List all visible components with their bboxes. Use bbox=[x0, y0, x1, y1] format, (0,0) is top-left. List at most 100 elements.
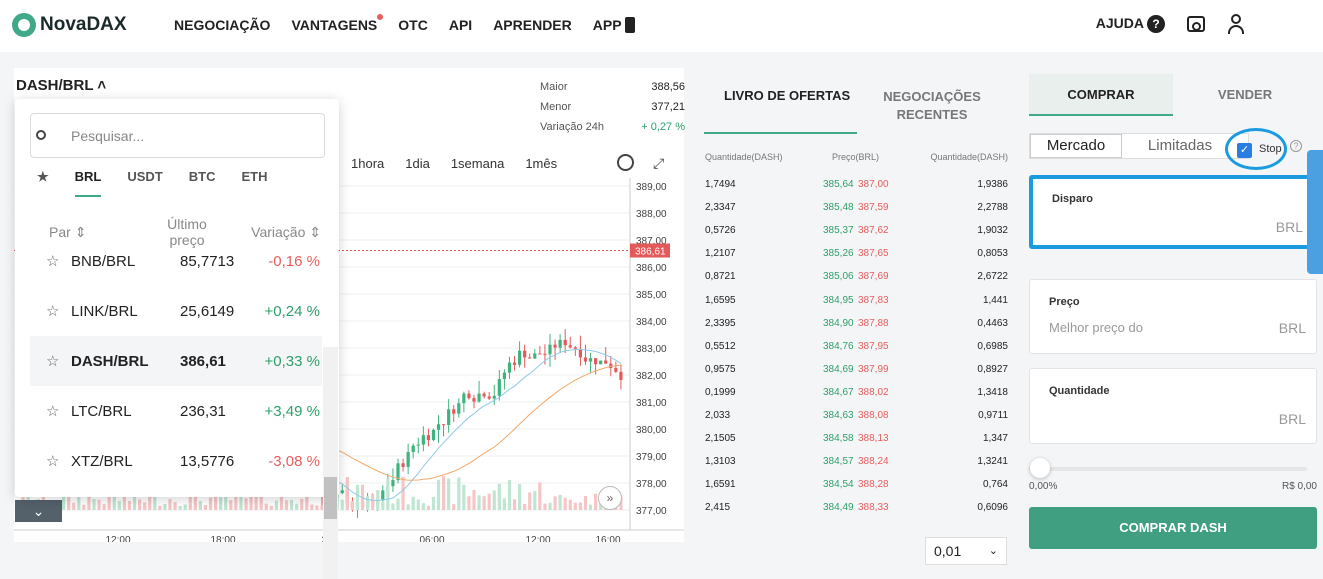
scrollbar[interactable] bbox=[323, 347, 338, 579]
candle-body bbox=[604, 360, 608, 364]
quantity-field[interactable]: Quantidade BRL bbox=[1029, 368, 1317, 444]
menu-vantagens[interactable]: VANTAGENS bbox=[291, 14, 384, 33]
menu-negociacao[interactable]: NEGOCIAÇÃO bbox=[174, 17, 271, 33]
amount-slider[interactable] bbox=[1029, 467, 1307, 471]
brand-logo[interactable]: NovaDAX bbox=[12, 13, 127, 37]
volume-bar bbox=[300, 498, 304, 510]
pair-name: BNB/BRL bbox=[71, 252, 136, 270]
table-row[interactable]: 2,033 384,63 388,08 0,9711 bbox=[704, 410, 1009, 433]
price-tick-label: 389,00 bbox=[636, 182, 667, 193]
volume-bar bbox=[224, 496, 228, 510]
list-item[interactable]: ☆ DASH/BRL 386,61 +0,33 % bbox=[30, 336, 322, 386]
help-link[interactable]: AJUDA? bbox=[1096, 15, 1165, 33]
table-row[interactable]: 0,1999 384,67 388,02 1,3418 bbox=[704, 387, 1009, 410]
collapse-chevron-icon[interactable]: ⌄ bbox=[15, 500, 62, 522]
star-icon[interactable]: ☆ bbox=[46, 353, 60, 370]
table-row[interactable]: 2,3347 385,48 387,59 2,2788 bbox=[704, 202, 1009, 225]
candle-body bbox=[411, 445, 415, 453]
ask-qty: 0,4463 bbox=[977, 317, 1008, 329]
user-icon[interactable] bbox=[1227, 14, 1245, 34]
tab-btc[interactable]: BTC bbox=[188, 169, 216, 184]
candle-body bbox=[381, 490, 385, 501]
table-row[interactable]: 1,6591 384,54 388,28 0,764 bbox=[704, 479, 1009, 502]
star-icon[interactable]: ☆ bbox=[46, 253, 60, 270]
table-row[interactable]: 2,3395 384,90 387,88 0,4463 bbox=[704, 318, 1009, 341]
scroll-right-icon[interactable]: » bbox=[598, 486, 622, 510]
price-label: Preço bbox=[1049, 296, 1080, 308]
table-row[interactable]: 0,5512 384,76 387,95 0,6985 bbox=[704, 341, 1009, 364]
list-item[interactable]: ☆ XTZ/BRL 13,5776 -3,08 % bbox=[30, 436, 322, 486]
list-item[interactable]: ☆ BNB/BRL 85,7713 -0,16 % bbox=[30, 236, 322, 286]
timeframe-1hora[interactable]: 1hora bbox=[351, 156, 385, 171]
volume-bar bbox=[578, 502, 582, 510]
table-row[interactable]: 2,1505 384,58 388,13 1,347 bbox=[704, 433, 1009, 456]
scrollbar-thumb[interactable] bbox=[324, 477, 337, 519]
bid-qty: 2,033 bbox=[705, 410, 731, 421]
timeframe-1dia[interactable]: 1dia bbox=[405, 156, 430, 171]
pair-price: 236,31 bbox=[180, 402, 226, 420]
pair-selector[interactable]: DASH/BRL ˄ bbox=[16, 77, 106, 94]
table-row[interactable]: 0,9575 384,69 387,99 0,8927 bbox=[704, 364, 1009, 387]
tab-buy[interactable]: COMPRAR bbox=[1029, 74, 1173, 116]
gear-icon[interactable] bbox=[617, 154, 634, 171]
tab-recent-trades[interactable]: NEGOCIAÇÕES RECENTES bbox=[883, 89, 981, 122]
timeframe-1semana[interactable]: 1semana bbox=[450, 156, 505, 171]
favorites-star-icon[interactable]: ★ bbox=[37, 169, 49, 184]
star-icon[interactable]: ☆ bbox=[46, 403, 60, 420]
timeframe-1mes[interactable]: 1mês bbox=[525, 156, 558, 171]
volume-bar bbox=[234, 493, 238, 510]
menu-otc[interactable]: OTC bbox=[398, 17, 428, 33]
tab-order-book[interactable]: LIVRO DE OFERTAS bbox=[724, 88, 851, 103]
volume-bar bbox=[72, 502, 76, 510]
star-icon[interactable]: ☆ bbox=[46, 453, 60, 470]
volume-bar bbox=[208, 497, 213, 510]
tab-brl[interactable]: BRL bbox=[74, 169, 102, 197]
candle-body bbox=[594, 358, 598, 365]
help-icon[interactable]: ? bbox=[1290, 140, 1302, 152]
table-row[interactable]: 1,2107 385,26 387,65 0,8053 bbox=[704, 248, 1009, 271]
table-row[interactable]: 2,415 384,49 388,33 0,6096 bbox=[704, 502, 1009, 525]
price-tick-label: 382,00 bbox=[636, 371, 667, 382]
volume-bar bbox=[345, 477, 349, 510]
volume-bar bbox=[112, 497, 116, 510]
volume-bar bbox=[122, 495, 126, 510]
list-item[interactable]: ☆ LINK/BRL 25,6149 +0,24 % bbox=[30, 286, 322, 336]
table-row[interactable]: 0,5726 385,37 387,62 1,9032 bbox=[704, 225, 1009, 248]
ask-price: 387,62 bbox=[858, 225, 889, 237]
menu-aprender[interactable]: APRENDER bbox=[493, 17, 572, 33]
price-field[interactable]: Preço Melhor preço do BRL bbox=[1029, 279, 1317, 354]
order-type-market[interactable]: Mercado bbox=[1030, 134, 1122, 158]
buy-button[interactable]: COMPRAR DASH bbox=[1029, 507, 1317, 549]
order-type-limit[interactable]: Limitadas bbox=[1147, 137, 1213, 154]
trigger-field[interactable]: Disparo BRL bbox=[1029, 175, 1317, 249]
table-row[interactable]: 1,3103 384,57 388,24 1,3241 bbox=[704, 456, 1009, 479]
candle-body bbox=[452, 409, 456, 414]
ask-qty: 0,8053 bbox=[977, 248, 1008, 260]
col-pair[interactable]: Par ⇕ bbox=[49, 224, 86, 241]
price-tick-label: 388,00 bbox=[636, 209, 667, 220]
side-drawer-tab[interactable] bbox=[1307, 150, 1323, 274]
expand-icon[interactable]: ⤢ bbox=[653, 155, 665, 171]
table-row[interactable]: 1,6595 384,95 387,83 1,441 bbox=[704, 295, 1009, 318]
pair-name: LINK/BRL bbox=[71, 302, 138, 320]
menu-api[interactable]: API bbox=[448, 17, 473, 33]
search-input[interactable]: Pesquisar... bbox=[30, 113, 325, 158]
table-row[interactable]: 0,8721 385,06 387,69 2,6722 bbox=[704, 271, 1009, 294]
star-icon[interactable]: ☆ bbox=[46, 303, 60, 320]
table-row[interactable]: 1,7494 385,64 387,00 1,9386 bbox=[704, 179, 1009, 202]
slider-handle[interactable] bbox=[1030, 458, 1050, 478]
depth-select[interactable]: 0,01 ⌄ bbox=[925, 537, 1007, 565]
menu-app[interactable]: APP bbox=[593, 17, 635, 33]
volume-bar bbox=[254, 495, 258, 510]
tab-sell[interactable]: VENDER bbox=[1217, 87, 1273, 102]
wallet-icon[interactable] bbox=[1187, 16, 1205, 32]
tab-usdt[interactable]: USDT bbox=[127, 169, 163, 184]
checkbox-checked-icon[interactable]: ✓ bbox=[1237, 143, 1252, 158]
tab-eth[interactable]: ETH bbox=[241, 169, 268, 184]
list-item[interactable]: ☆ LTC/BRL 236,31 +3,49 % bbox=[30, 386, 322, 436]
stop-toggle[interactable]: ✓ Stop bbox=[1225, 128, 1287, 170]
candle-body bbox=[467, 393, 471, 399]
col-last[interactable]: Último preço bbox=[157, 216, 217, 248]
col-change[interactable]: Variação ⇕ bbox=[251, 224, 321, 241]
volume-bar bbox=[421, 503, 425, 510]
